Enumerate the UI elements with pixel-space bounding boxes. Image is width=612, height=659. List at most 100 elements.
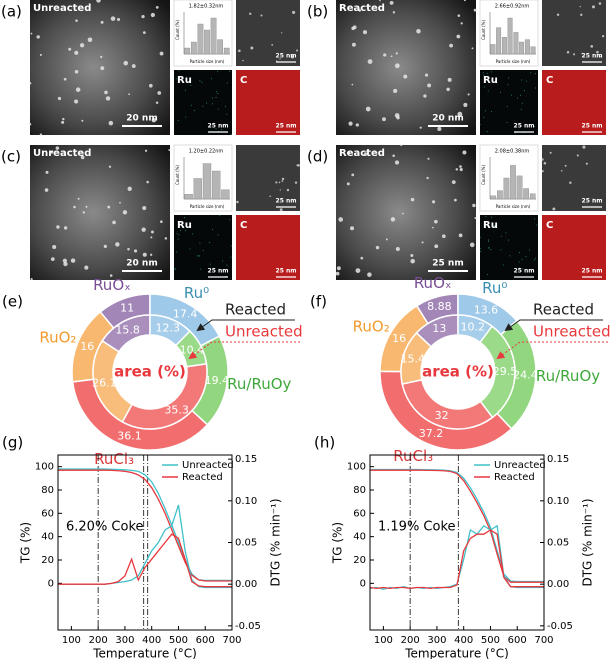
histogram-ylabel: Count (%) <box>175 20 180 41</box>
particle <box>459 165 462 168</box>
panel-label: (f) <box>310 293 327 311</box>
scale-label: 25 nm <box>276 123 297 130</box>
plot-frame <box>57 454 233 631</box>
particle <box>100 55 103 59</box>
ru-map <box>480 215 538 280</box>
x-tick-label: 200 <box>401 635 420 646</box>
particle <box>279 208 283 212</box>
ru-signal <box>482 72 484 74</box>
ru-signal <box>507 239 509 241</box>
legend-label: Unreacted <box>182 460 234 471</box>
y2-tick-label: 0.05 <box>235 538 257 549</box>
y2-tick-label: 0.05 <box>547 538 569 549</box>
particle <box>419 126 422 129</box>
ru-signal <box>189 223 191 225</box>
particle <box>75 87 81 92</box>
particle <box>236 200 239 204</box>
ru-label: Ru <box>177 75 192 86</box>
ru-signal <box>511 94 513 96</box>
particle <box>580 13 583 17</box>
particle <box>39 53 42 56</box>
particle <box>424 73 429 77</box>
particle <box>151 230 154 234</box>
ru-map <box>480 70 538 135</box>
particle <box>79 43 85 48</box>
ru-signal <box>488 247 490 249</box>
particle <box>150 12 155 18</box>
particle <box>108 120 114 126</box>
category-label: RuOₓ <box>414 274 452 292</box>
category-label: Ru⁰ <box>482 279 507 297</box>
scale-label: 25 nm <box>514 268 535 275</box>
particle <box>123 60 129 66</box>
tg-line <box>370 469 544 583</box>
ru-signal <box>201 81 203 83</box>
particle <box>73 205 76 209</box>
particle <box>242 59 244 62</box>
ru-signal <box>490 71 492 73</box>
particle <box>564 164 567 167</box>
particle <box>447 77 452 82</box>
y2-tick-label: 0.00 <box>235 579 257 590</box>
value-label: 35.3 <box>164 404 189 417</box>
histogram-bar <box>490 44 496 55</box>
tem-image <box>336 0 476 135</box>
value-label: 37.2 <box>419 427 444 440</box>
particle <box>446 87 450 92</box>
particle <box>566 51 570 54</box>
particle <box>389 1 394 5</box>
ru-signal <box>174 268 176 270</box>
x-tick-label: 600 <box>508 635 527 646</box>
dtg-line <box>369 529 544 589</box>
ru-signal <box>209 263 211 265</box>
particle <box>68 47 72 51</box>
ru-signal <box>230 245 232 247</box>
ru-signal <box>199 80 201 82</box>
particle <box>279 58 281 60</box>
image-title: Unreacted <box>33 3 91 14</box>
particle <box>460 22 463 25</box>
scale-label: 25 nm <box>276 268 297 275</box>
histogram-bar <box>212 170 221 200</box>
ru-signal <box>518 252 520 254</box>
ru-signal <box>176 233 178 235</box>
particle <box>160 220 163 224</box>
particle <box>142 205 147 211</box>
particle <box>541 158 544 161</box>
ru-signal <box>526 80 528 82</box>
particle <box>84 265 89 270</box>
value-label: 19.4 <box>205 374 230 387</box>
ru-signal <box>175 269 177 271</box>
particle <box>290 55 295 59</box>
particle <box>402 212 404 215</box>
ru-signal <box>534 87 536 89</box>
particle <box>294 181 298 184</box>
scale-label: 25 nm <box>514 123 535 130</box>
particle <box>396 116 400 120</box>
value-label: 26.1 <box>92 376 117 389</box>
particle <box>552 207 556 211</box>
particle <box>351 26 355 31</box>
particle <box>151 118 157 123</box>
particle <box>81 119 84 122</box>
value-label: 15.4 <box>400 352 425 365</box>
particle <box>82 211 85 214</box>
particle <box>355 268 361 273</box>
scale-label: 20 nm <box>126 114 157 124</box>
y-tick-label: 100 <box>35 462 54 473</box>
x-axis-label: Temperature (°C) <box>404 647 509 659</box>
particle <box>335 271 340 276</box>
ru-signal <box>217 108 219 110</box>
c-label: C <box>546 75 553 86</box>
particle <box>128 93 130 96</box>
histogram-bar <box>497 190 503 200</box>
annotation: 1.19% Coke <box>378 520 456 535</box>
category-label: RuCl₃ <box>393 447 433 465</box>
ru-signal <box>177 238 179 240</box>
x-tick-label: 700 <box>222 635 241 646</box>
y2-tick-label: -0.05 <box>235 621 261 632</box>
particle <box>576 154 579 157</box>
ru-signal <box>505 232 507 234</box>
y2-tick-label: 0.15 <box>235 454 257 465</box>
dtg-line <box>369 524 544 590</box>
